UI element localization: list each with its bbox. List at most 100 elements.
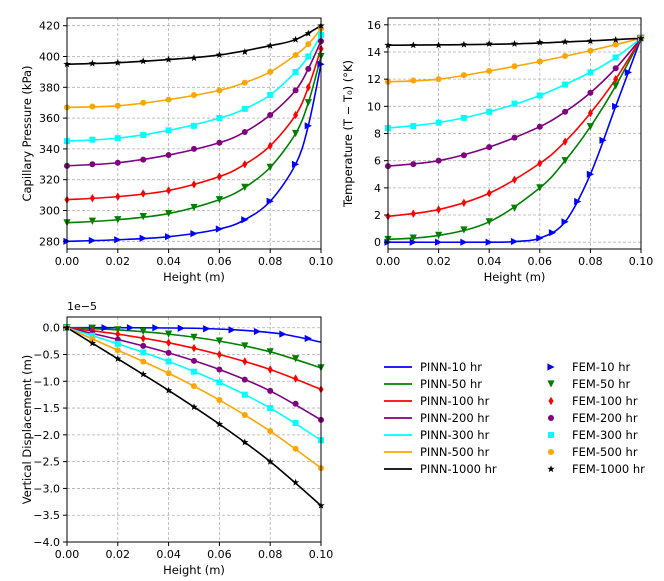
y-tick-label: 400 [39,51,60,64]
fem-point-500hr [191,383,197,389]
fem-point-200hr [436,158,442,164]
fem-point-300hr [293,420,299,426]
y-tick-label: 2 [374,209,381,222]
fem-point-200hr [242,129,248,135]
fem-point-300hr [242,106,248,112]
y-tick-label: 8 [374,128,381,141]
fem-point-10hr [254,328,261,335]
fem-point-500hr [140,358,146,364]
fem-point-1000hr [89,60,96,67]
legend-label-fem: FEM-100 hr [572,394,638,408]
y-tick-label: −3.0 [33,482,60,495]
fem-point-500hr [587,48,593,54]
fem-point-300hr [537,92,543,98]
fem-point-10hr [102,324,109,331]
fem-point-200hr [486,144,492,150]
legend-label-fem: FEM-200 hr [572,411,638,425]
fem-point-1000hr [267,42,274,49]
fem-point-100hr [268,365,273,373]
fem-point-500hr [191,92,197,98]
y-tick-label: 14 [367,46,381,59]
fem-point-10hr [574,198,581,205]
fem-point-300hr [486,109,492,115]
fem-point-200hr [537,124,543,130]
fem-point-100hr [90,194,95,202]
y-tick-label: 340 [39,143,60,156]
fem-point-50hr [292,130,299,137]
legend-label-pinn: PINN-100 hr [420,394,490,408]
fem-point-200hr [512,135,518,141]
fem-point-50hr [305,99,312,106]
legend-label-fem: FEM-50 hr [572,377,631,391]
fem-point-200hr [305,66,311,72]
fem-point-300hr [115,341,121,347]
fem-point-200hr [166,152,172,158]
legend-label-fem: FEM-1000 hr [572,462,645,476]
fem-point-300hr [191,123,197,129]
fem-point-300hr [242,392,248,398]
fem-point-200hr [166,350,172,356]
x-axis-label: Height (m) [163,270,225,284]
x-tick-label: 0.00 [55,255,80,268]
fem-point-100hr [411,209,416,217]
fem-point-10hr [152,324,159,331]
y-tick-label: −2.0 [33,429,60,442]
fem-point-300hr [436,120,442,126]
x-tick-label: 0.04 [477,255,502,268]
y-tick-label: 420 [39,20,60,33]
fem-point-200hr [216,140,222,146]
fem-point-300hr [140,349,146,355]
fem-point-200hr [461,152,467,158]
fem-point-10hr [241,216,248,223]
x-axis-label: Height (m) [163,563,225,577]
fem-point-200hr [191,358,197,364]
fem-point-10hr [114,236,121,243]
fem-point-500hr [486,68,492,74]
fem-point-200hr [191,146,197,152]
fem-point-1000hr [241,48,248,55]
fem-point-50hr [612,82,619,89]
fem-point-300hr [166,127,172,133]
fem-point-200hr [410,161,416,167]
fem-point-200hr [293,401,299,407]
fem-point-300hr [216,379,222,385]
x-tick-label: 0.08 [578,255,603,268]
figure: 0.00 0.02 0.04 0.06 0.08 0.102803003203403603… [0,0,664,581]
fem-point-1000hr [140,57,147,64]
fem-point-10hr [511,238,518,245]
fem-point-10hr [460,239,467,246]
fem-point-1000hr [165,56,172,63]
x-tick-label: 0.02 [426,255,451,268]
fem-point-500hr [267,69,273,75]
fem-point-100hr [166,186,171,194]
fem-point-500hr [293,446,299,452]
x-tick-label: 0.04 [156,255,181,268]
fem-point-200hr [587,90,593,96]
x-tick-label: 0.00 [376,255,401,268]
legend-marker-300hr [548,432,554,438]
y-tick-label: 6 [374,155,381,168]
fem-point-100hr [512,176,517,184]
fem-point-200hr [613,65,619,71]
fem-point-500hr [242,412,248,418]
fem-point-100hr [115,192,120,200]
y-axis-label: Capillary Pressure (kPa) [20,65,34,201]
fem-point-200hr [267,388,273,394]
fem-point-1000hr [435,41,442,48]
fem-point-300hr [89,137,95,143]
legend-marker-500hr [548,449,554,455]
legend-label-fem: FEM-10 hr [572,360,631,374]
fem-point-10hr [549,229,556,236]
fem-point-100hr [191,180,196,188]
y-tick-label: 320 [39,174,60,187]
x-tick-label: 0.08 [258,255,283,268]
fem-point-300hr [115,135,121,141]
fem-point-500hr [216,87,222,93]
y-tick-label: −2.5 [33,456,60,469]
fem-point-500hr [436,76,442,82]
axes-frame [67,18,321,249]
fem-point-500hr [115,347,121,353]
fem-point-300hr [216,115,222,121]
x-tick-label: 0.02 [106,548,131,561]
fem-point-100hr [242,357,247,365]
